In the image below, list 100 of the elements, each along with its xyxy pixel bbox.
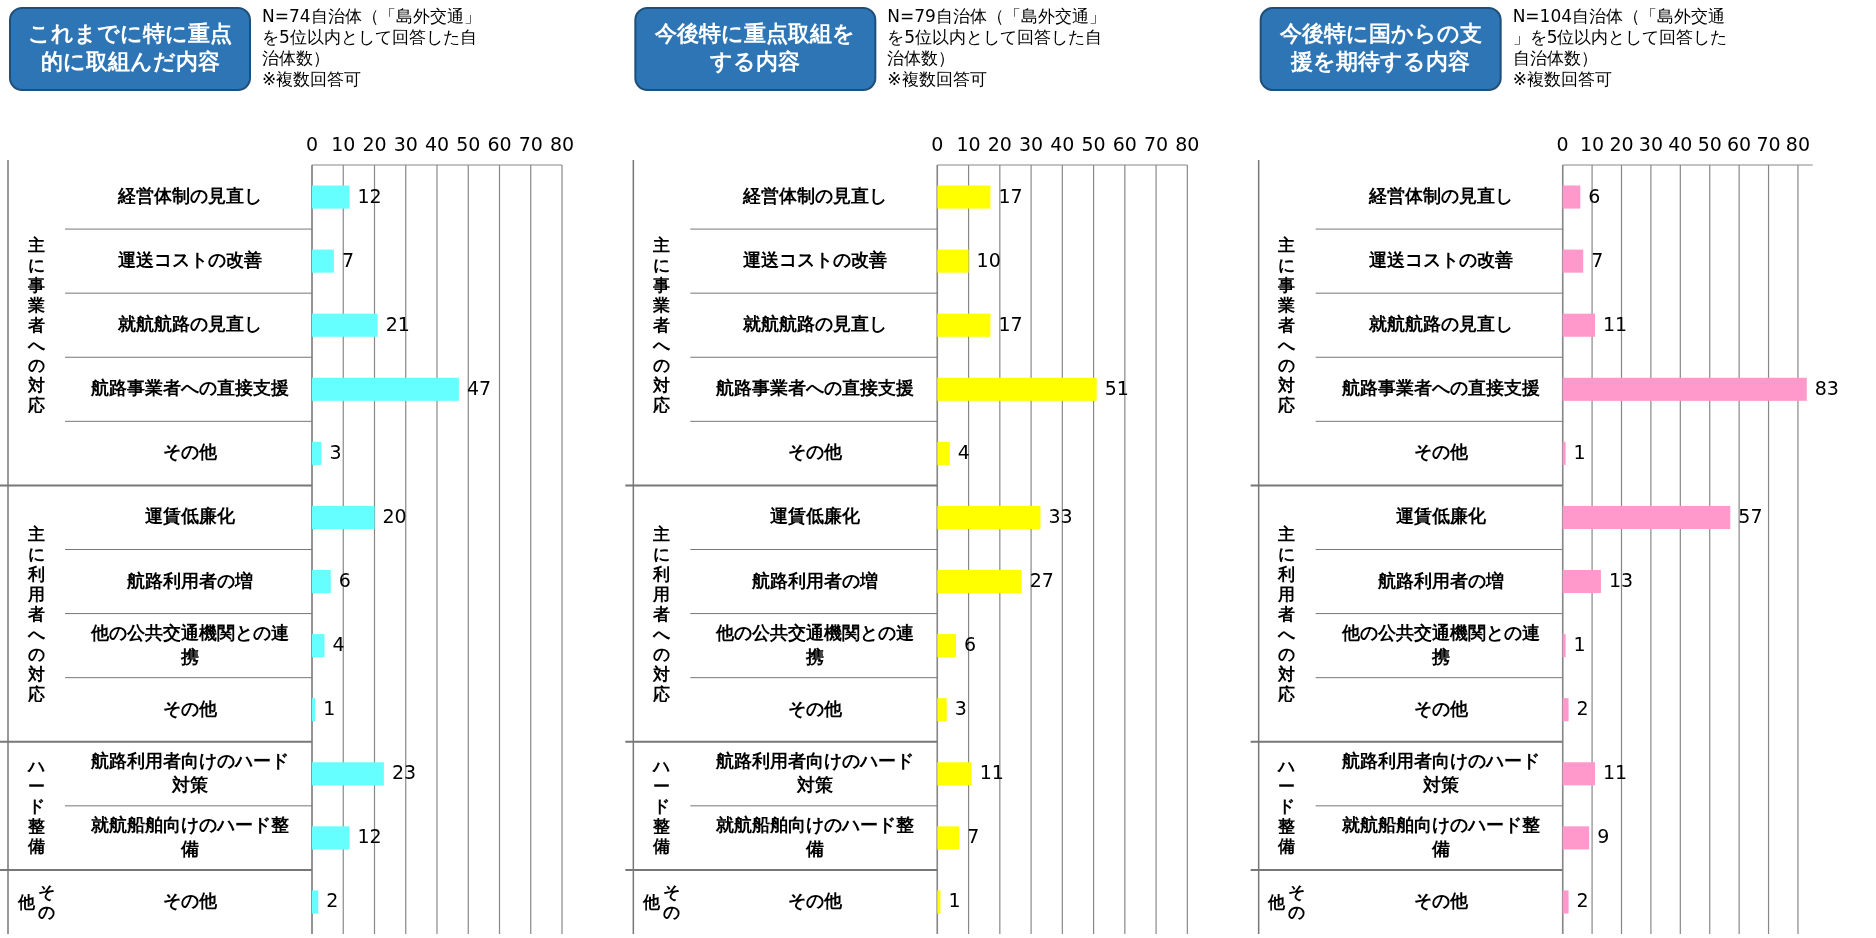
y-tick-label: 航路事業者への直接支援: [1340, 377, 1540, 399]
y-tick-label: 航路事業者への直接支援: [90, 377, 289, 399]
y-tick-label: 航路利用者の増: [1376, 569, 1504, 591]
data-label: 12: [357, 184, 382, 207]
data-label: 47: [466, 376, 492, 399]
data-label: 20: [382, 504, 407, 527]
y-tick-label: 航路利用者向けのハード対策: [90, 749, 289, 795]
data-label: 6: [964, 633, 977, 656]
x-tick-label: 80: [1175, 133, 1200, 155]
bar: [1562, 826, 1590, 850]
text: 主に利用者への対応: [1278, 523, 1296, 704]
x-tick-label: 10: [956, 133, 981, 155]
text: 今後特に国からの支援を期待する内容: [1278, 21, 1482, 74]
data-label: 4: [332, 633, 345, 656]
y-tick-label: 経営体制の見直し: [1367, 185, 1513, 207]
data-label: 17: [998, 184, 1023, 207]
text: 主に利用者への対応: [652, 523, 670, 704]
bar: [1562, 505, 1731, 529]
data-label: 11: [1603, 761, 1628, 784]
data-label: 3: [954, 697, 967, 720]
data-label: 1: [948, 889, 961, 912]
data-label: 21: [385, 312, 410, 335]
y-tick-label: その他: [163, 697, 218, 719]
data-label: 1: [323, 697, 336, 720]
text: 主に利用者への対応: [27, 523, 45, 704]
x-tick-label: 60: [487, 133, 512, 155]
data-label: 2: [1576, 697, 1589, 720]
x-tick-label: 10: [1579, 133, 1605, 155]
y-tick-label: 航路利用者向けのハード対策: [1340, 749, 1540, 795]
data-label: 9: [1597, 825, 1610, 848]
bar: [312, 313, 378, 337]
y-tick-label: 航路利用者向けのハード対策: [715, 749, 915, 795]
text: 主に事業者への対応: [1278, 235, 1296, 416]
y-tick-label: 運送コストの改善: [742, 249, 888, 271]
y-tick-label: 経営体制の見直し: [742, 185, 888, 207]
y-tick-label: 運賃低廉化: [769, 505, 862, 527]
bar: [312, 826, 350, 850]
bar: [1562, 377, 1807, 401]
y-tick-label: 就航船舶向けのハード整備: [90, 813, 289, 859]
y-tick-label: 経営体制の見直し: [117, 185, 262, 207]
y-tick-label: 運賃低廉化: [1394, 505, 1487, 527]
bar: [937, 634, 957, 658]
x-tick-label: 40: [1668, 133, 1693, 155]
data-label: 23: [391, 761, 417, 784]
data-label: 10: [976, 248, 1001, 271]
bar: [1562, 249, 1584, 273]
x-tick-label: 20: [987, 133, 1012, 155]
bar: [937, 377, 1097, 401]
data-label: 1: [1573, 440, 1586, 463]
x-tick-label: 20: [1609, 133, 1634, 155]
x-tick-label: 70: [1143, 133, 1169, 155]
x-tick-label: 30: [1018, 133, 1044, 155]
bar: [312, 762, 384, 786]
y-tick-label: 他の公共交通機関との連携: [715, 621, 915, 667]
bar: [1562, 634, 1566, 658]
y-tick-label: 航路利用者の増: [126, 569, 253, 591]
data-label: 6: [338, 569, 351, 592]
y-tick-label: 他の公共交通機関との連携: [90, 621, 289, 667]
x-tick-label: 0: [1556, 133, 1569, 155]
y-tick-label: その他: [163, 889, 218, 911]
text: 今後特に重点取組をする内容: [654, 21, 856, 74]
y-tick-label: 就航航路の見直し: [742, 313, 888, 335]
bar: [312, 634, 325, 658]
text: これまでに特に重点的に取組んだ内容: [28, 21, 232, 74]
data-label: 1: [1573, 633, 1586, 656]
text: 主に事業者への対応: [652, 235, 670, 416]
bar: [937, 185, 991, 209]
bar: [312, 890, 319, 914]
x-tick-label: 40: [424, 133, 450, 155]
y-tick-label: その他: [1413, 889, 1469, 911]
x-tick-label: 30: [1638, 133, 1663, 155]
bar: [1562, 698, 1569, 722]
y-tick-label: 航路利用者の増: [751, 569, 879, 591]
data-label: 6: [1588, 184, 1601, 207]
data-label: 33: [1048, 504, 1073, 527]
y-tick-label: その他: [1413, 441, 1469, 463]
data-label: 7: [341, 248, 354, 271]
bar: [937, 313, 991, 337]
y-tick-label: 他の公共交通機関との連携: [1340, 621, 1540, 667]
bar: [937, 570, 1022, 594]
bar: [1562, 185, 1581, 209]
y-tick-label: 就航航路の見直し: [1367, 313, 1513, 335]
x-tick-label: 30: [393, 133, 418, 155]
data-label: 51: [1104, 376, 1129, 399]
y-tick-label: その他: [788, 441, 844, 463]
data-label: 11: [1603, 312, 1628, 335]
bar: [312, 698, 316, 722]
y-tick-label: その他: [1413, 697, 1469, 719]
data-label: 27: [1029, 569, 1054, 592]
data-label: 83: [1814, 376, 1839, 399]
bar: [937, 249, 969, 273]
bar: [1562, 890, 1569, 914]
bar: [312, 570, 331, 594]
bar: [312, 505, 375, 529]
bar: [1562, 570, 1601, 594]
bar: [312, 249, 334, 273]
x-tick-label: 0: [305, 133, 319, 155]
text: ハード整備: [650, 755, 670, 856]
x-tick-label: 70: [518, 133, 543, 155]
y-tick-label: その他: [163, 441, 218, 463]
